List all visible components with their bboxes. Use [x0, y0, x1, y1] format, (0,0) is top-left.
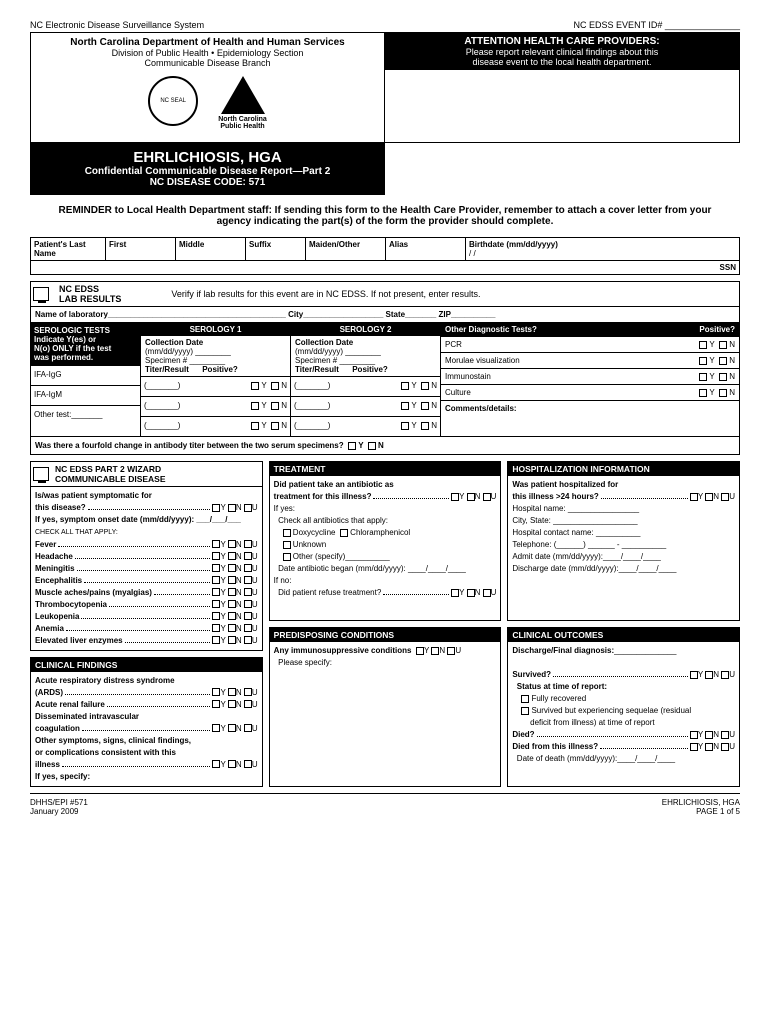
patient-last-label: Patient's Last Name [31, 238, 106, 260]
header: North Carolina Department of Health and … [30, 32, 740, 143]
diagnostic-col: Other Diagnostic Tests?Positive? PCR Y N… [441, 323, 739, 436]
lab-name-row: Name of laboratory______________________… [31, 307, 739, 323]
ifa-igg-label: IFA-IgG [31, 365, 140, 385]
ncph-logo: North Carolina Public Health [218, 76, 267, 130]
serology-1: SEROLOGY 1 Collection Date(mm/dd/yyyy) _… [141, 323, 291, 436]
event-id: NC EDSS EVENT ID# _______________ [574, 20, 740, 30]
dept-name: North Carolina Department of Health and … [35, 37, 380, 48]
outcomes-box: CLINICAL OUTCOMES Discharge/Final diagno… [507, 627, 740, 787]
ifa-igm-label: IFA-IgM [31, 385, 140, 405]
fourfold-row: Was there a fourfold change in antibody … [31, 437, 739, 454]
patient-middle-label: Middle [176, 238, 246, 260]
sys-name: NC Electronic Disease Surveillance Syste… [30, 20, 204, 30]
top-line: NC Electronic Disease Surveillance Syste… [30, 20, 740, 30]
title-block: EHRLICHIOSIS, HGA Confidential Communica… [30, 142, 385, 195]
state-seal-icon: NC SEAL [148, 76, 198, 126]
seals: NC SEAL North Carolina Public Health [35, 68, 380, 138]
attention-block: ATTENTION HEALTH CARE PROVIDERS: Please … [385, 33, 739, 70]
predisposing-box: PREDISPOSING CONDITIONS Any immunosuppre… [269, 627, 502, 787]
branch: Communicable Disease Branch [35, 58, 380, 68]
main-columns: NC EDSS PART 2 WIZARD COMMUNICABLE DISEA… [30, 461, 740, 787]
patient-alias-label: Alias [386, 238, 466, 260]
clinical-box: CLINICAL FINDINGS Acute respiratory dist… [30, 657, 263, 787]
serology-2: SEROLOGY 2 Collection Date(mm/dd/yyyy) _… [291, 323, 441, 436]
patient-box: Patient's Last Name First Middle Suffix … [30, 237, 740, 275]
monitor-icon [33, 287, 49, 301]
reminder-text: REMINDER to Local Health Department staf… [30, 195, 740, 237]
lab-title: NC EDSS LAB RESULTS [59, 284, 121, 304]
serology-grid: SEROLOGIC TESTSIndicate Y(es) orN(o) ONL… [31, 323, 739, 437]
division: Division of Public Health • Epidemiology… [35, 48, 380, 58]
ssn-label: SSN [31, 260, 739, 274]
patient-suffix-label: Suffix [246, 238, 306, 260]
patient-maiden-label: Maiden/Other [306, 238, 386, 260]
lab-verify: Verify if lab results for this event are… [171, 289, 480, 299]
triangle-icon [221, 76, 265, 114]
other-test-label: Other test:_______ [31, 405, 140, 425]
treatment-box: TREATMENT Did patient take an antibiotic… [269, 461, 502, 621]
lab-box: NC EDSS LAB RESULTS Verify if lab result… [30, 281, 740, 455]
footer: DHHS/EPI #571January 2009 EHRLICHIOSIS, … [30, 798, 740, 816]
patient-first-label: First [106, 238, 176, 260]
wizard-box: NC EDSS PART 2 WIZARD COMMUNICABLE DISEA… [30, 461, 263, 651]
monitor-icon [33, 467, 49, 481]
hospitalization-box: HOSPITALIZATION INFORMATION Was patient … [507, 461, 740, 621]
patient-birth-label: Birthdate (mm/dd/yyyy)/ / [466, 238, 739, 260]
